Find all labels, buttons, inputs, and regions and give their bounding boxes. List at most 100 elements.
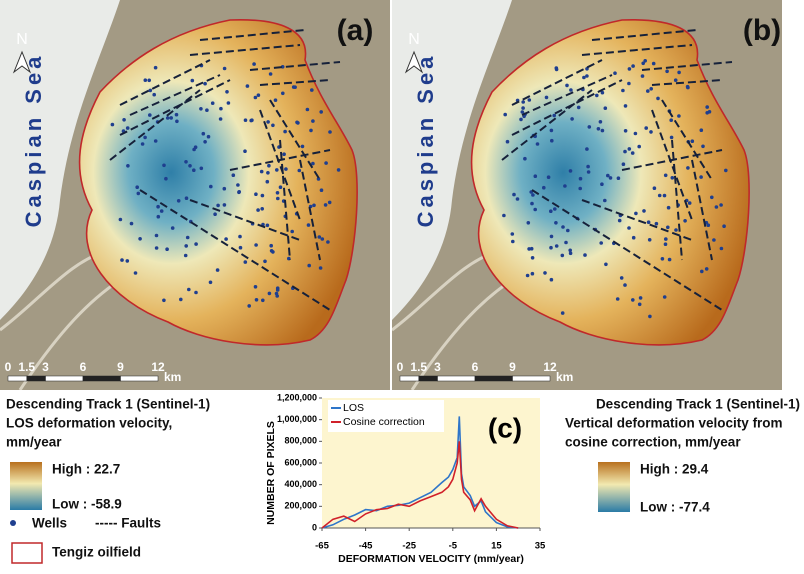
panel-label: (b) [743,14,781,47]
y-tick-label: 1,200,000 [277,392,317,402]
well [531,193,535,197]
well [266,120,270,124]
well [191,79,195,83]
well [523,157,527,161]
well [275,294,279,298]
scale-segment [475,376,513,381]
well [686,85,690,89]
well [705,105,709,109]
well [223,203,227,207]
well [266,180,270,184]
well [578,187,582,191]
y-tick-label: 600,000 [284,457,317,467]
well [311,119,315,123]
well [209,185,213,189]
well [276,191,280,195]
well [521,106,525,110]
scale-segment [83,376,121,381]
well [688,201,692,205]
y-tick-label: 0 [312,522,317,532]
well [223,67,227,71]
well [620,276,624,280]
well [166,116,170,120]
well [637,145,641,149]
well [663,295,667,299]
well [624,104,628,108]
well [639,296,643,300]
well [569,169,573,173]
well [238,235,242,239]
well [642,209,646,213]
panel-label: (c) [488,412,522,443]
well [599,120,603,124]
well [261,194,265,198]
well [656,97,660,101]
well [275,168,279,172]
well [670,136,674,140]
well [247,304,251,308]
well [583,253,587,257]
scale-label: 12 [151,360,165,374]
well [686,166,690,170]
well [533,208,537,212]
well [216,204,220,208]
well [705,111,709,115]
well [326,240,330,244]
well [622,162,626,166]
well [194,242,198,246]
well [542,186,546,190]
well [157,215,161,219]
well [563,184,567,188]
scale-unit: km [556,370,573,384]
well [155,246,159,250]
sea-label: Caspian Sea [413,53,438,228]
well [553,207,557,211]
legend-low: Low : -58.9 [52,497,122,512]
well [232,173,236,177]
well [617,176,621,180]
well [119,218,123,222]
well [561,311,565,315]
well [710,196,714,200]
well [668,258,672,262]
well [244,260,248,264]
well [203,82,207,86]
well [284,167,288,171]
well [528,98,532,102]
well [601,129,605,133]
well [700,270,704,274]
well [587,170,591,174]
well [310,88,314,92]
well [179,298,183,302]
well [631,151,635,155]
well [165,247,169,251]
well [130,222,134,226]
well [269,244,273,248]
well [586,165,590,169]
legend-subtitle: Vertical deformation velocity from [565,416,783,431]
well [260,170,264,174]
well [237,190,241,194]
well [203,140,207,144]
well [263,260,267,264]
well [705,267,709,271]
legend-subtitle: mm/year [6,435,62,450]
scale-label: 9 [509,360,516,374]
well [561,254,565,258]
well [290,230,294,234]
well [665,70,669,74]
well [712,238,716,242]
scale-segment [121,376,159,381]
well [147,79,151,83]
well [162,164,166,168]
well [677,71,681,75]
well [137,192,141,196]
well [143,136,147,140]
well [111,123,115,127]
well [719,203,723,207]
well [328,130,332,134]
scale-segment [400,376,419,381]
well [564,241,568,245]
x-tick-label: -65 [315,541,329,552]
